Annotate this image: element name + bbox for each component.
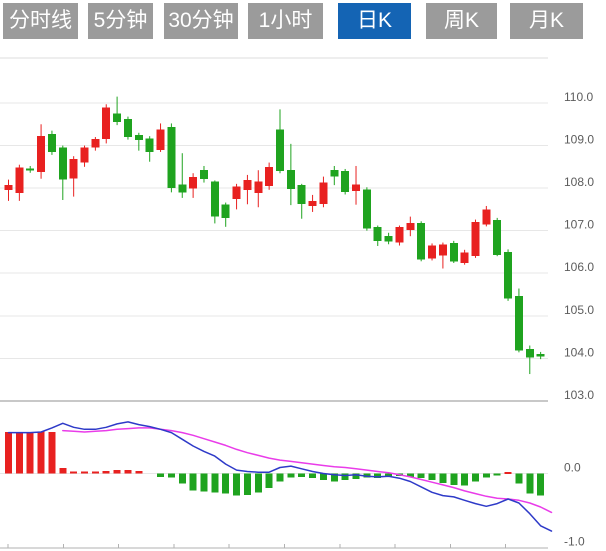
svg-text:109.0: 109.0 [564,133,594,147]
svg-text:103.0: 103.0 [564,388,594,402]
tab-timeline[interactable]: 分时线 [3,3,78,39]
tab-30min[interactable]: 30分钟 [164,3,238,39]
svg-text:106.0: 106.0 [564,260,594,274]
tab-1hour[interactable]: 1小时 [248,3,323,39]
tab-daily-k[interactable]: 日K [338,3,411,39]
svg-text:-1.0: -1.0 [564,535,585,549]
candlestick-series [4,96,545,375]
tab-weekly-k[interactable]: 周K [426,3,497,39]
svg-text:108.0: 108.0 [564,175,594,189]
period-tabbar: 分时线 5分钟 30分钟 1小时 日K 周K 月K [0,0,606,42]
svg-text:110.0: 110.0 [564,90,593,104]
axis-labels: 110.0 109.0 108.0 107.0 106.0 105.0 104.0 103.0… [564,90,594,549]
tab-5min[interactable]: 5分钟 [88,3,153,39]
svg-text:105.0: 105.0 [564,303,594,317]
macd-panel [0,421,553,532]
axes [0,544,548,549]
svg-text:0.0: 0.0 [564,461,581,475]
svg-text:104.0: 104.0 [564,345,594,359]
gridlines [0,57,548,402]
svg-text:107.0: 107.0 [564,218,594,232]
tab-monthly-k[interactable]: 月K [510,3,583,39]
